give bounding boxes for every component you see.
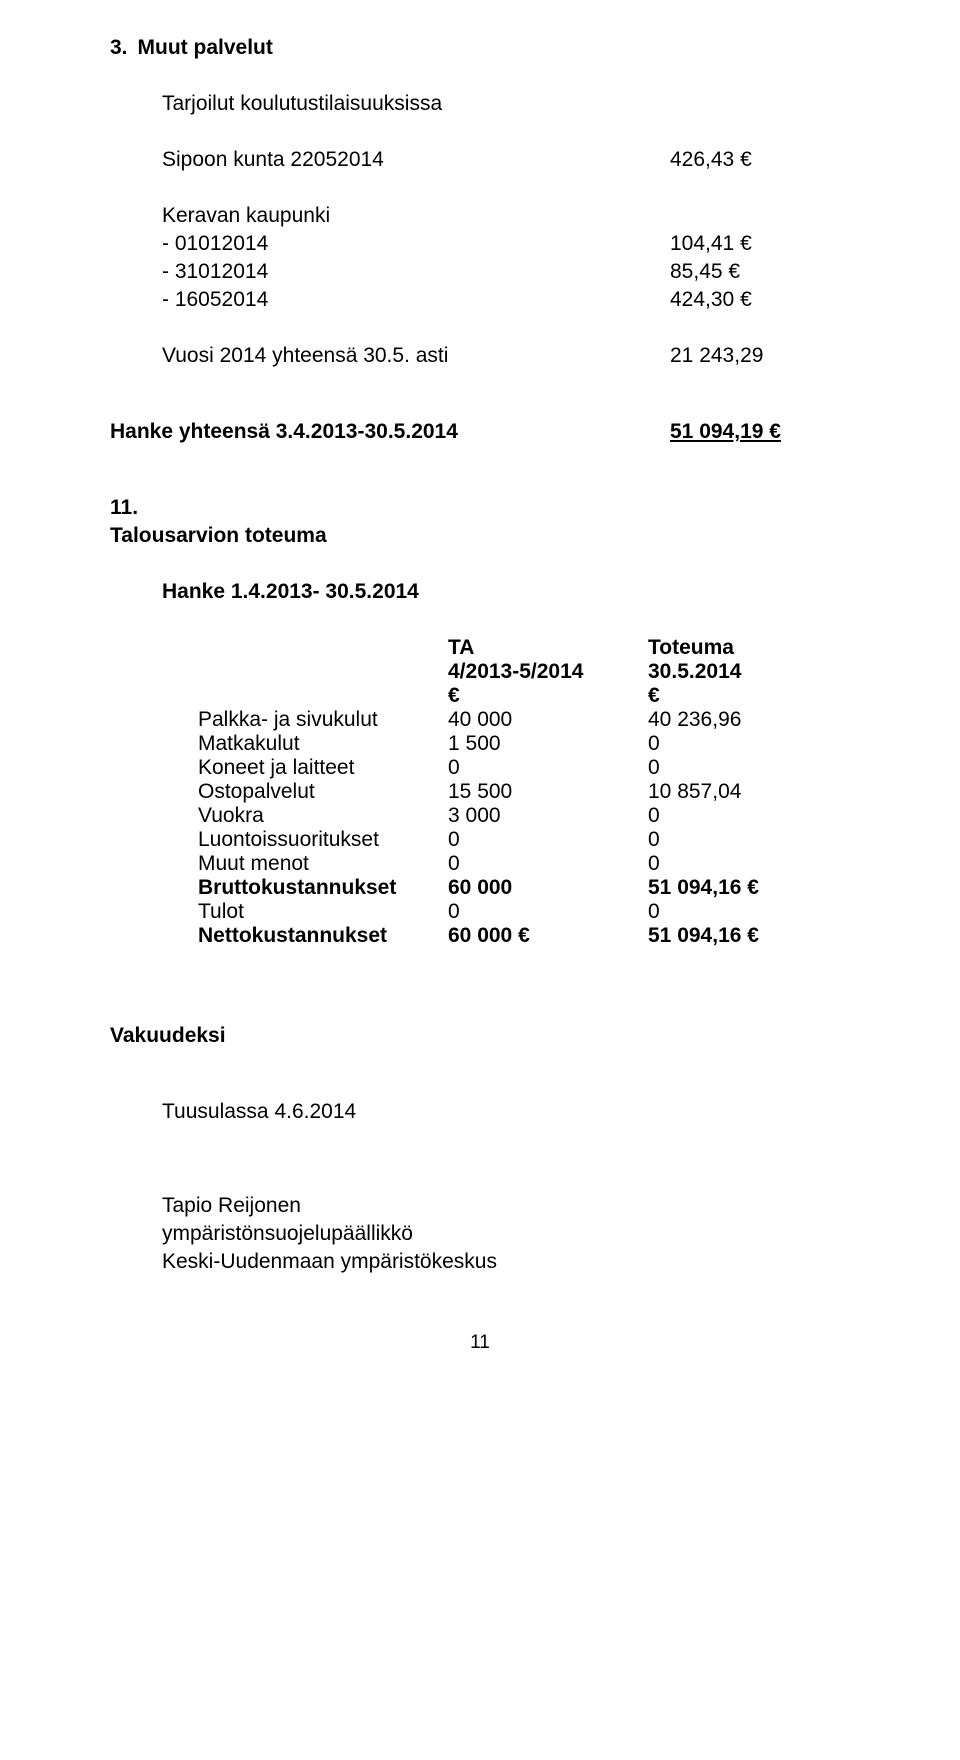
kerava-row-1: - 01012014 104,41 € [110, 232, 850, 256]
toteuma-header-3: € € [110, 684, 850, 708]
hdr-c2b: 30.5.2014 [648, 660, 848, 684]
toteuma-header-1: TA Toteuma [110, 636, 850, 660]
row-value-1: 60 000 € [448, 924, 648, 948]
table-row: Bruttokustannukset60 00051 094,16 € [110, 876, 850, 900]
sipoo-val: 426,43 € [670, 148, 850, 172]
section-11-title-text: Talousarvion toteuma [110, 524, 327, 548]
vuosi-row: Vuosi 2014 yhteensä 30.5. asti 21 243,29 [110, 344, 850, 368]
section-3-sub-text: Tarjoilut koulutustilaisuuksissa [162, 92, 442, 116]
row-label: Tulot [198, 900, 448, 924]
section-3-sub: Tarjoilut koulutustilaisuuksissa [110, 92, 850, 116]
table-row: Vuokra3 0000 [110, 804, 850, 828]
hdr-c2a: Toteuma [648, 636, 848, 660]
row-label: Ostopalvelut [198, 780, 448, 804]
table-row: Matkakulut1 5000 [110, 732, 850, 756]
row-label: Muut menot [198, 852, 448, 876]
row-value-2: 0 [648, 732, 848, 756]
section-3-title: Muut palvelut [138, 36, 273, 60]
row-value-1: 1 500 [448, 732, 648, 756]
vakuudeksi-text: Vakuudeksi [110, 1024, 226, 1048]
sipoo-label: Sipoon kunta 22052014 [162, 148, 670, 172]
sipoo-row: Sipoon kunta 22052014 426,43 € [110, 148, 850, 172]
hdr-c1b: 4/2013-5/2014 [448, 660, 648, 684]
row-value-1: 0 [448, 756, 648, 780]
row-value-2: 10 857,04 [648, 780, 848, 804]
vuosi-label: Vuosi 2014 yhteensä 30.5. asti [162, 344, 670, 368]
table-row: Luontoissuoritukset00 [110, 828, 850, 852]
section-3-num: 3. [110, 36, 128, 60]
row-value-1: 60 000 [448, 876, 648, 900]
toteuma-header-2: 4/2013-5/2014 30.5.2014 [110, 660, 850, 684]
signature-place-text: Tuusulassa 4.6.2014 [162, 1100, 356, 1124]
table-row: Ostopalvelut15 50010 857,04 [110, 780, 850, 804]
row-value-2: 0 [648, 804, 848, 828]
row-value-1: 0 [448, 828, 648, 852]
vakuudeksi: Vakuudeksi [110, 1024, 850, 1048]
table-row: Palkka- ja sivukulut40 00040 236,96 [110, 708, 850, 732]
hanke-label: Hanke 1.4.2013- 30.5.2014 [110, 580, 850, 604]
section-11-num: 11. [110, 496, 850, 520]
hdr-c1a: TA [448, 636, 648, 660]
row-value-1: 15 500 [448, 780, 648, 804]
row-value-1: 40 000 [448, 708, 648, 732]
table-row: Koneet ja laitteet00 [110, 756, 850, 780]
table-row: Nettokustannukset60 000 €51 094,16 € [110, 924, 850, 948]
hdr-c1c: € [448, 684, 648, 708]
hanke-total-row: Hanke yhteensä 3.4.2013-30.5.2014 51 094… [110, 420, 850, 444]
row-value-2: 40 236,96 [648, 708, 848, 732]
vuosi-val: 21 243,29 [670, 344, 850, 368]
table-row: Muut menot00 [110, 852, 850, 876]
section-3-header: 3. Muut palvelut [110, 36, 850, 60]
row-value-2: 0 [648, 828, 848, 852]
row-value-2: 0 [648, 900, 848, 924]
row-label: Bruttokustannukset [198, 876, 448, 900]
row-value-2: 51 094,16 € [648, 924, 848, 948]
signature-title2: Keski-Uudenmaan ympäristökeskus [110, 1250, 850, 1274]
kerava-row-3: - 16052014 424,30 € [110, 288, 850, 312]
hanke-total-val: 51 094,19 € [670, 420, 850, 444]
row-label: Luontoissuoritukset [198, 828, 448, 852]
signature-title1-text: ympäristönsuojelupäällikkö [162, 1222, 413, 1246]
signature-title2-text: Keski-Uudenmaan ympäristökeskus [162, 1250, 497, 1274]
kerava-r1-val: 104,41 € [670, 232, 850, 256]
hanke-total-label: Hanke yhteensä 3.4.2013-30.5.2014 [110, 420, 670, 444]
kerava-r2-val: 85,45 € [670, 260, 850, 284]
row-label: Nettokustannukset [198, 924, 448, 948]
kerava-r3-label: - 16052014 [162, 288, 670, 312]
row-value-2: 0 [648, 756, 848, 780]
row-value-1: 3 000 [448, 804, 648, 828]
row-label: Palkka- ja sivukulut [198, 708, 448, 732]
row-value-2: 51 094,16 € [648, 876, 848, 900]
signature-title1: ympäristönsuojelupäällikkö [110, 1222, 850, 1246]
kerava-label: Keravan kaupunki [162, 204, 330, 228]
section-11-title: Talousarvion toteuma [110, 524, 850, 548]
row-value-2: 0 [648, 852, 848, 876]
page-number: 11 [110, 1332, 850, 1354]
kerava-r1-label: - 01012014 [162, 232, 670, 256]
hanke-label-text: Hanke 1.4.2013- 30.5.2014 [162, 580, 419, 604]
table-row: Tulot00 [110, 900, 850, 924]
signature-place: Tuusulassa 4.6.2014 [110, 1100, 850, 1124]
kerava-label-row: Keravan kaupunki [110, 204, 850, 228]
kerava-r2-label: - 31012014 [162, 260, 670, 284]
row-label: Vuokra [198, 804, 448, 828]
signature-name: Tapio Reijonen [110, 1194, 850, 1218]
row-label: Matkakulut [198, 732, 448, 756]
signature-name-text: Tapio Reijonen [162, 1194, 301, 1218]
row-value-1: 0 [448, 852, 648, 876]
kerava-r3-val: 424,30 € [670, 288, 850, 312]
section-11-num-text: 11. [110, 496, 138, 520]
kerava-row-2: - 31012014 85,45 € [110, 260, 850, 284]
row-value-1: 0 [448, 900, 648, 924]
hdr-c2c: € [648, 684, 848, 708]
row-label: Koneet ja laitteet [198, 756, 448, 780]
